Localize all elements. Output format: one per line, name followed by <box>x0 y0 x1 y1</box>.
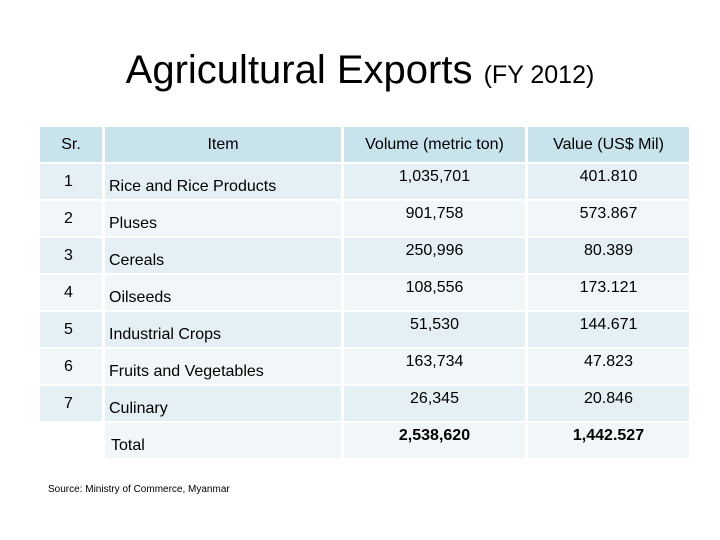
row-volume: 250,996 <box>344 238 525 273</box>
header-item: Item <box>105 127 341 162</box>
table-row: 5 Industrial Crops 51,530 144.671 <box>40 312 689 347</box>
table-row: 1 Rice and Rice Products 1,035,701 401.8… <box>40 164 689 199</box>
header-volume: Volume (metric ton) <box>344 127 525 162</box>
row-value: 573.867 <box>528 201 689 236</box>
table-row: 7 Culinary 26,345 20.846 <box>40 386 689 421</box>
row-sr: 5 <box>40 312 102 347</box>
row-sr: 4 <box>40 275 102 310</box>
row-volume: 51,530 <box>344 312 525 347</box>
row-item: Rice and Rice Products <box>105 164 341 199</box>
table-row: 2 Pluses 901,758 573.867 <box>40 201 689 236</box>
total-label: Total <box>105 423 341 458</box>
row-sr: 7 <box>40 386 102 421</box>
row-volume: 1,035,701 <box>344 164 525 199</box>
slide-title: Agricultural Exports (FY 2012) <box>0 40 720 105</box>
table-row: 6 Fruits and Vegetables 163,734 47.823 <box>40 349 689 384</box>
row-item: Industrial Crops <box>105 312 341 347</box>
header-value: Value (US$ Mil) <box>528 127 689 162</box>
row-sr: 1 <box>40 164 102 199</box>
row-value: 144.671 <box>528 312 689 347</box>
row-item: Culinary <box>105 386 341 421</box>
row-value: 80.389 <box>528 238 689 273</box>
row-volume: 108,556 <box>344 275 525 310</box>
row-sr: 6 <box>40 349 102 384</box>
table-row: 3 Cereals 250,996 80.389 <box>40 238 689 273</box>
row-volume: 26,345 <box>344 386 525 421</box>
source-note: Source: Ministry of Commerce, Myanmar <box>48 484 230 495</box>
table-row: 4 Oilseeds 108,556 173.121 <box>40 275 689 310</box>
row-value: 173.121 <box>528 275 689 310</box>
row-volume: 901,758 <box>344 201 525 236</box>
row-volume: 163,734 <box>344 349 525 384</box>
row-item: Pluses <box>105 201 341 236</box>
total-sr-empty <box>40 423 102 458</box>
header-row: Sr. Item Volume (metric ton) Value (US$ … <box>40 127 689 162</box>
exports-table: Sr. Item Volume (metric ton) Value (US$ … <box>37 125 692 460</box>
title-main: Agricultural Exports <box>125 48 473 92</box>
total-row: Total 2,538,620 1,442.527 <box>40 423 689 458</box>
row-value: 20.846 <box>528 386 689 421</box>
total-value: 1,442.527 <box>528 423 689 458</box>
total-volume: 2,538,620 <box>344 423 525 458</box>
row-item: Oilseeds <box>105 275 341 310</box>
row-item: Fruits and Vegetables <box>105 349 341 384</box>
header-sr: Sr. <box>40 127 102 162</box>
row-value: 47.823 <box>528 349 689 384</box>
row-sr: 2 <box>40 201 102 236</box>
row-value: 401.810 <box>528 164 689 199</box>
row-sr: 3 <box>40 238 102 273</box>
title-subtitle: (FY 2012) <box>483 61 595 89</box>
row-item: Cereals <box>105 238 341 273</box>
